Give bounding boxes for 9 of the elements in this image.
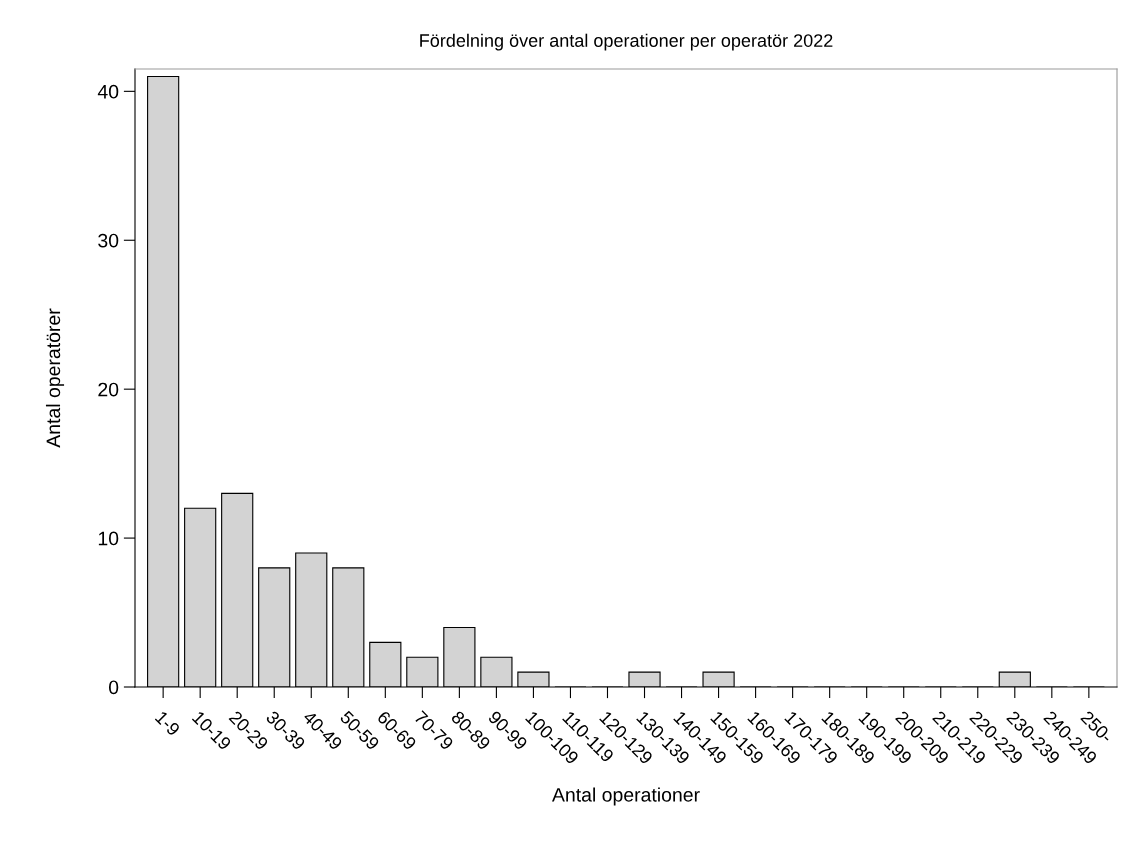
y-tick-label: 20 (98, 382, 119, 397)
y-tick-label: 10 (98, 531, 119, 546)
y-axis-title: Antal operatörer (45, 308, 65, 448)
y-tick-label: 40 (97, 84, 119, 99)
y-tick-label: 30 (98, 233, 119, 248)
y-tick-label: 0 (108, 680, 119, 695)
chart-title: Fördelning över antal operationer per operatör 2022 (420, 33, 833, 51)
x-axis-title: Antal operationer (552, 787, 700, 806)
x-tick-label: 1-9 (154, 710, 181, 737)
